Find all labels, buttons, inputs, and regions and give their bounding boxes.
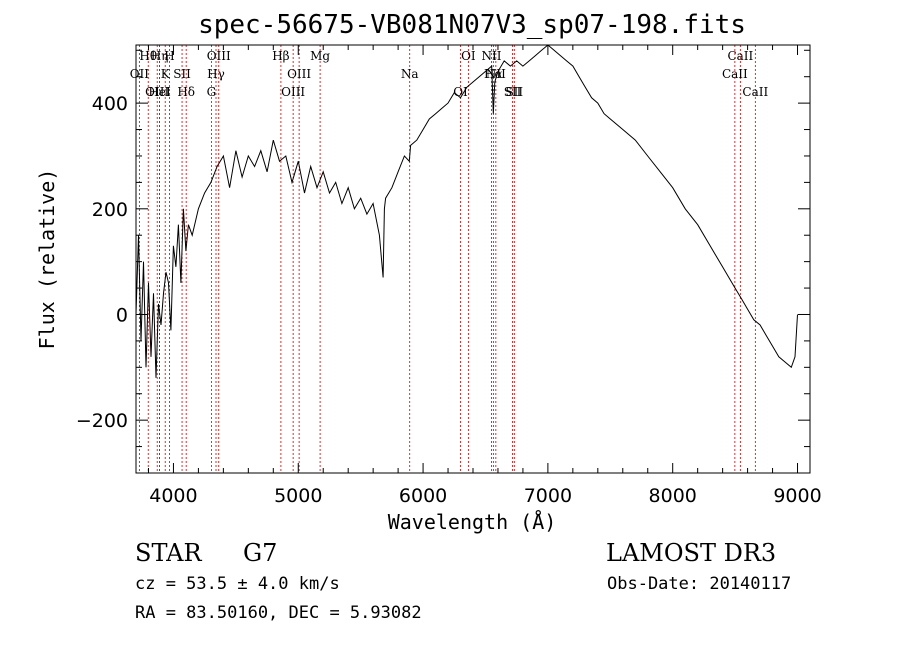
x-tick-label: 8000	[649, 485, 697, 507]
spectral-line-label: Na	[401, 67, 419, 81]
y-tick-label: 0	[116, 304, 128, 326]
spectral-line-label: Hθ	[139, 49, 157, 63]
x-tick-label: 5000	[274, 485, 322, 507]
spectral-line-label: OII	[130, 67, 150, 81]
object-class: STAR	[135, 539, 202, 567]
spectral-line-label: SII	[173, 67, 191, 81]
spectral-line-label: OIII	[287, 67, 311, 81]
y-tick-label: 200	[92, 199, 128, 221]
spectral-line-label: G	[207, 85, 217, 99]
x-tick-label: 6000	[399, 485, 447, 507]
observation-date: Obs-Date: 20140117	[607, 574, 792, 594]
spectral-line-label: Hδ	[177, 85, 195, 99]
x-axis-label: Wavelength (Å)	[388, 510, 557, 534]
coordinates: RA = 83.50160, DEC = 5.93082	[135, 603, 422, 623]
survey-name: LAMOST DR3	[606, 539, 777, 567]
spectral-line-label: OI	[453, 85, 468, 99]
spectral-line-label: NII	[481, 49, 501, 63]
spectral-line-label: Hη	[151, 49, 169, 63]
flux-series-line	[135, 44, 798, 378]
plot-frame	[135, 44, 811, 474]
object-subclass: G7	[243, 539, 278, 567]
chart-title: spec-56675-VB081N07V3_sp07-198.fits	[198, 10, 746, 40]
spectral-line-label: OIII	[207, 49, 231, 63]
x-tick-label: 7000	[524, 485, 572, 507]
spectral-line-label: H	[164, 49, 174, 63]
spectral-line-label: Mg	[310, 49, 330, 63]
spectral-line-label: NII	[486, 67, 506, 81]
spectral-line-markers	[138, 45, 756, 473]
y-axis-label: Flux (relative)	[35, 169, 59, 350]
spectral-line-label: SII	[505, 85, 523, 99]
spectral-line-label: Hβ	[272, 49, 289, 63]
spectral-line-labels: Hθ OII OIII Hη K HeI H SII Hδ OIII Hγ G Hβ OIII OIII Mg…	[130, 49, 769, 99]
x-axis-ticks: 4000 5000 6000 7000 8000 9000	[147, 45, 822, 507]
spectral-line-label: K	[161, 67, 171, 81]
y-tick-label: 400	[92, 93, 128, 115]
spectral-line-label: CaII	[727, 49, 753, 63]
spectral-line-label: OIII	[145, 85, 169, 99]
spectral-line-label: OI	[461, 49, 476, 63]
spectral-line-label: SII	[504, 85, 522, 99]
spectral-line-label: OIII	[281, 85, 305, 99]
x-tick-label: 4000	[149, 485, 197, 507]
spectral-line-label: HeI	[148, 85, 171, 99]
spectral-line-label: Hγ	[207, 67, 225, 81]
spectral-line-label: CaII	[742, 85, 768, 99]
y-axis-ticks: −200 0 200 400	[76, 49, 810, 474]
x-tick-label: 9000	[773, 485, 821, 507]
spectral-line-label: CaII	[722, 67, 748, 81]
redshift-cz: cz = 53.5 ± 4.0 km/s	[135, 574, 340, 594]
y-tick-label: −200	[76, 410, 128, 432]
